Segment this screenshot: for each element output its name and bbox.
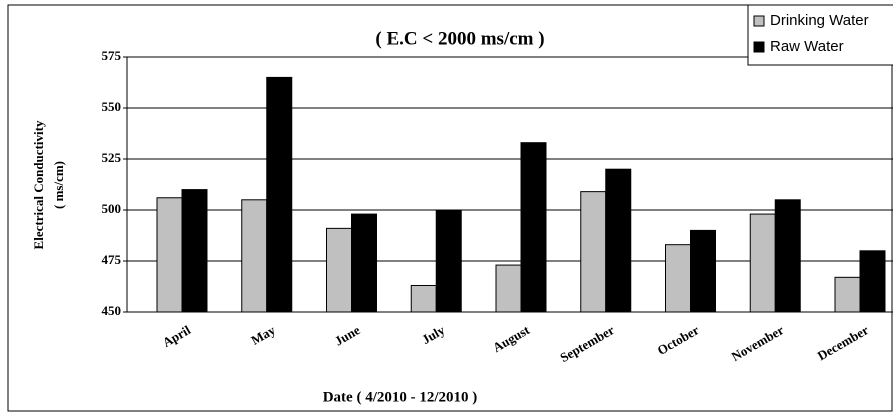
bar [241,199,268,313]
bar [435,209,462,313]
y-tick-label: 575 [102,48,122,63]
bar [326,227,352,313]
bar [580,191,607,313]
chart-frame [7,4,893,412]
bar [410,284,437,313]
bar [520,142,547,313]
bar [351,213,377,313]
y-axis-title: Electrical Conductivity [31,120,46,249]
bar [690,229,716,313]
bar [266,76,293,313]
y-tick-label: 550 [102,99,122,114]
y-tick-label: 475 [102,252,122,267]
y-tick-label: 525 [102,150,122,165]
y-tick-label: 500 [102,201,122,216]
bar [774,199,801,313]
bar [605,168,632,313]
bar [665,244,691,313]
bar [859,250,886,313]
bar [834,276,861,313]
bar [749,213,776,313]
legend-swatch [753,41,765,53]
y-axis-title: ( ms/cm) [51,161,66,209]
legend-swatch [753,15,765,27]
bar [181,189,208,313]
legend-label: Raw Water [770,38,844,55]
legend-box [747,4,893,66]
x-axis-title: Date ( 4/2010 - 12/2010 ) [323,389,478,405]
y-tick-label: 450 [102,303,122,318]
bar [495,264,522,313]
chart-title: ( E.C < 2000 ms/cm ) [375,28,544,49]
bar [156,197,183,313]
legend-label: Drinking Water [770,12,869,29]
